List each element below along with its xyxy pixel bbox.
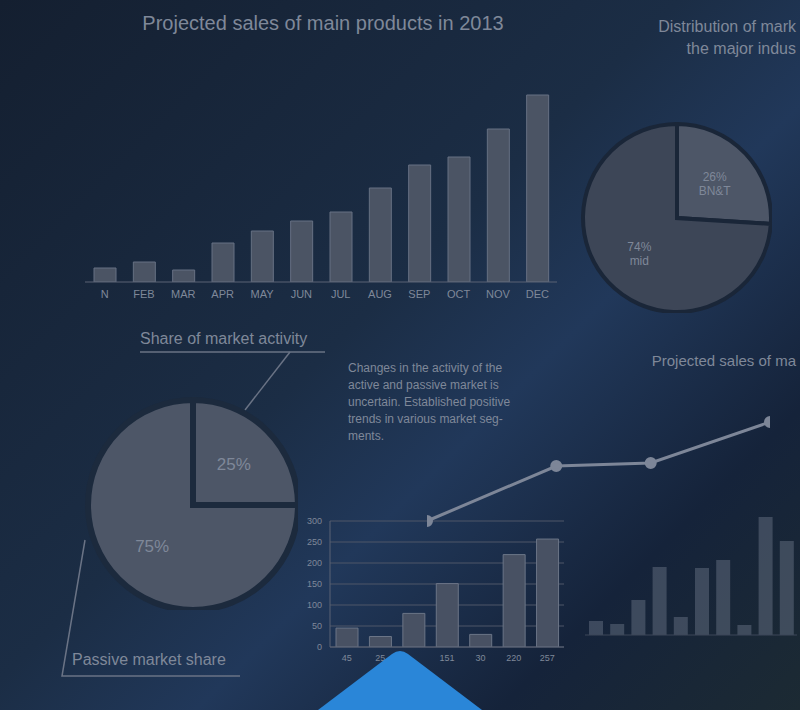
svg-text:OCT: OCT [447,288,471,300]
html-text:Projected sales of ma: Projected sales of ma [651,352,796,369]
svg-text:257: 257 [540,653,555,663]
svg-text:30: 30 [475,653,485,663]
svg-text:100: 100 [307,600,322,610]
svg-text:151: 151 [439,653,454,663]
svg-text:MAY: MAY [250,288,274,300]
svg-text:JUN: JUN [291,288,312,300]
svg-text:25%: 25% [217,455,251,474]
svg-text:SEP: SEP [408,288,430,300]
html-text:Changes in the activity of the: Changes in the activity of the active an… [348,361,511,443]
svg-text:N: N [101,288,109,300]
svg-text:25: 25 [375,653,386,664]
svg-text:75%: 75% [135,537,169,556]
html-text:the major indus: the major indus [686,40,796,57]
svg-text:NOV: NOV [486,288,511,300]
svg-text:0: 0 [317,642,322,652]
html-text:Share of market activity: Share of market activity [140,330,308,347]
html-text:Projected sales of main produc: Projected sales of main products in 2013 [142,12,504,34]
svg-text:FEB: FEB [133,288,154,300]
html-text:Passive market share: Passive market share [72,651,226,668]
svg-text:JUL: JUL [331,288,351,300]
svg-text:300: 300 [307,516,322,526]
svg-text:220: 220 [506,653,521,663]
svg-text:45: 45 [342,653,352,663]
svg-text:APR: APR [211,288,234,300]
svg-text:AUG: AUG [368,288,392,300]
html-text:Distribution of mark: Distribution of mark [658,18,796,35]
svg-text:250: 250 [307,537,322,547]
svg-text:150: 150 [307,579,322,589]
svg-text:74%mid: 74%mid [627,240,651,268]
svg-text:DEC: DEC [526,288,549,300]
svg-text:200: 200 [307,558,322,568]
svg-text:50: 50 [312,621,322,631]
svg-text:26%BN&T: 26%BN&T [699,170,732,198]
svg-text:MAR: MAR [171,288,196,300]
